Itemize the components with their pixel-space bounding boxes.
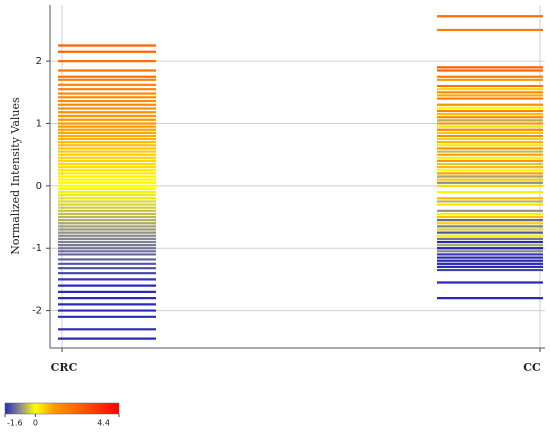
y-tick-label: 1 [36,118,42,129]
colorbar-tick-label: 4.4 [97,419,110,428]
x-tick-label: CC [523,361,541,374]
colorbar-tick-label: -1.6 [7,419,23,428]
colorbar-tick-label: 0 [33,419,38,428]
colorbar-gradient [4,402,120,415]
y-tick-label: 0 [36,181,42,192]
y-tick-label: -2 [32,306,42,317]
y-tick-label: -1 [32,243,42,254]
y-tick-label: 2 [36,56,42,67]
x-tick-label: CRC [51,361,78,374]
colorbar: -1.6 0 4.4 [4,402,120,428]
y-axis-label: Normalized Intensity Values [9,97,22,255]
